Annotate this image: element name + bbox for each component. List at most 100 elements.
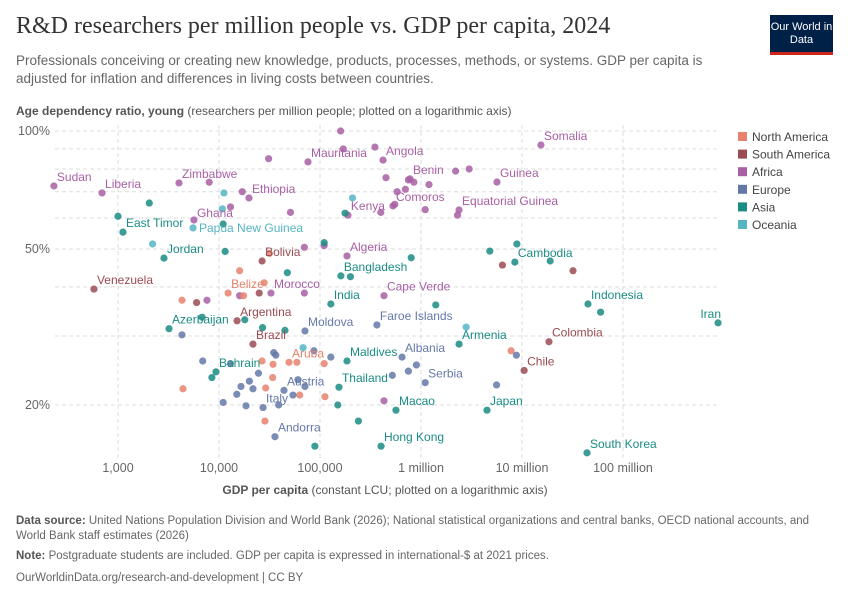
data-point[interactable] xyxy=(379,156,387,164)
data-point[interactable] xyxy=(255,289,263,297)
data-point[interactable] xyxy=(241,316,249,324)
data-point[interactable] xyxy=(401,185,409,193)
data-point[interactable] xyxy=(285,358,293,366)
data-point[interactable] xyxy=(377,208,385,216)
data-point[interactable] xyxy=(337,127,345,135)
data-point[interactable] xyxy=(404,367,412,375)
data-point[interactable] xyxy=(50,182,58,190)
data-point[interactable] xyxy=(289,391,297,399)
data-point[interactable] xyxy=(483,406,491,414)
data-point[interactable] xyxy=(239,292,248,300)
data-point[interactable] xyxy=(265,249,273,258)
legend-item[interactable]: Europe xyxy=(738,183,791,197)
data-point[interactable] xyxy=(236,267,244,275)
data-point[interactable] xyxy=(486,247,494,255)
data-point[interactable] xyxy=(300,243,308,251)
data-point[interactable] xyxy=(221,247,229,256)
data-point[interactable] xyxy=(451,167,460,175)
data-point[interactable] xyxy=(714,319,722,327)
data-point[interactable] xyxy=(327,300,335,308)
data-point[interactable] xyxy=(275,401,283,409)
data-point[interactable] xyxy=(301,382,309,391)
data-point[interactable] xyxy=(254,369,263,377)
data-point[interactable] xyxy=(198,313,206,321)
data-point[interactable] xyxy=(310,347,318,355)
data-point[interactable] xyxy=(507,347,515,355)
data-point[interactable] xyxy=(148,240,157,248)
data-point[interactable] xyxy=(226,203,235,211)
data-point[interactable] xyxy=(354,417,363,425)
data-point[interactable] xyxy=(388,371,396,379)
data-point[interactable] xyxy=(190,216,198,224)
data-point[interactable] xyxy=(165,325,173,333)
data-point[interactable] xyxy=(377,442,385,450)
data-point[interactable] xyxy=(511,258,519,266)
data-point[interactable] xyxy=(311,442,319,450)
data-point[interactable] xyxy=(520,366,528,375)
data-point[interactable] xyxy=(286,208,295,216)
legend-item[interactable]: Oceania xyxy=(738,218,797,232)
data-point[interactable] xyxy=(208,373,216,382)
data-point[interactable] xyxy=(233,390,241,398)
data-point[interactable] xyxy=(545,338,553,346)
data-point[interactable] xyxy=(493,178,501,186)
data-point[interactable] xyxy=(189,224,197,232)
data-point[interactable] xyxy=(119,228,127,236)
data-point[interactable] xyxy=(265,155,273,163)
data-point[interactable] xyxy=(432,301,440,309)
data-point[interactable] xyxy=(233,317,241,325)
data-point[interactable] xyxy=(90,285,98,293)
data-point[interactable] xyxy=(339,145,347,153)
data-point[interactable] xyxy=(160,254,168,262)
data-point[interactable] xyxy=(465,165,473,173)
data-point[interactable] xyxy=(421,379,429,387)
data-point[interactable] xyxy=(192,298,201,307)
data-point[interactable] xyxy=(178,296,186,304)
data-point[interactable] xyxy=(272,351,280,359)
data-point[interactable] xyxy=(219,220,227,228)
legend-item[interactable]: North America xyxy=(738,130,828,144)
data-point[interactable] xyxy=(380,292,388,300)
data-point[interactable] xyxy=(219,398,227,407)
data-point[interactable] xyxy=(237,382,245,391)
data-point[interactable] xyxy=(293,358,301,366)
data-point[interactable] xyxy=(391,200,399,208)
data-point[interactable] xyxy=(425,180,433,189)
data-point[interactable] xyxy=(343,357,351,365)
data-point[interactable] xyxy=(513,240,521,248)
data-point[interactable] xyxy=(334,401,342,409)
data-point[interactable] xyxy=(238,188,246,196)
data-point[interactable] xyxy=(300,289,308,297)
data-point[interactable] xyxy=(380,397,388,405)
data-point[interactable] xyxy=(258,324,267,332)
data-point[interactable] xyxy=(261,417,269,425)
data-point[interactable] xyxy=(373,321,381,329)
data-point[interactable] xyxy=(260,279,268,287)
data-point[interactable] xyxy=(98,189,106,197)
data-point[interactable] xyxy=(203,296,211,304)
data-point[interactable] xyxy=(271,433,279,441)
data-point[interactable] xyxy=(179,385,187,393)
data-point[interactable] xyxy=(175,179,183,187)
data-point[interactable] xyxy=(410,178,418,186)
data-point[interactable] xyxy=(498,261,507,269)
data-point[interactable] xyxy=(320,360,328,368)
data-point[interactable] xyxy=(335,383,343,391)
data-point[interactable] xyxy=(392,406,400,414)
data-point[interactable] xyxy=(537,141,545,149)
data-point[interactable] xyxy=(421,206,429,214)
data-point[interactable] xyxy=(280,386,288,394)
data-point[interactable] xyxy=(283,269,291,277)
url-link[interactable]: OurWorldinData.org/research-and-developm… xyxy=(16,572,304,584)
data-point[interactable] xyxy=(596,308,605,316)
data-point[interactable] xyxy=(341,209,349,217)
data-point[interactable] xyxy=(343,252,351,260)
data-point[interactable] xyxy=(249,340,257,348)
data-point[interactable] xyxy=(337,272,345,280)
data-point[interactable] xyxy=(546,257,554,265)
data-point[interactable] xyxy=(583,449,591,457)
data-point[interactable] xyxy=(304,158,312,166)
data-point[interactable] xyxy=(178,331,186,339)
data-point[interactable] xyxy=(258,357,266,365)
data-point[interactable] xyxy=(453,211,462,219)
